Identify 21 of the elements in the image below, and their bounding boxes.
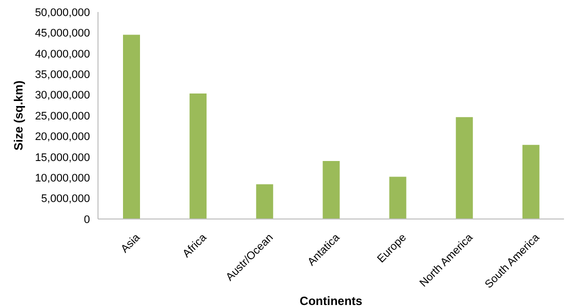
y-tick-label: 10,000,000 [34,172,90,185]
bar [456,117,473,219]
y-tick-label: 50,000,000 [34,6,90,19]
y-tick-label: 5,000,000 [41,193,90,206]
bar [190,94,207,219]
x-tick-label: Asia [118,231,144,256]
bar [256,184,274,219]
bar [522,144,540,219]
x-axis-title: Continents [300,294,363,307]
bar [322,161,340,219]
y-tick-label: 40,000,000 [34,48,90,60]
y-tick-label: 30,000,000 [34,90,90,102]
y-tick-label: 35,000,000 [34,69,90,82]
y-tick-label: 0 [84,214,90,226]
y-tick-label: 25,000,000 [34,110,90,122]
y-tick-label: 15,000,000 [34,152,90,164]
y-axis-title: Size (sq.km) [11,80,26,151]
bar [123,34,140,219]
y-tick-label: 20,000,000 [34,131,90,144]
bar [389,176,406,219]
y-tick-label: 45,000,000 [34,28,90,40]
